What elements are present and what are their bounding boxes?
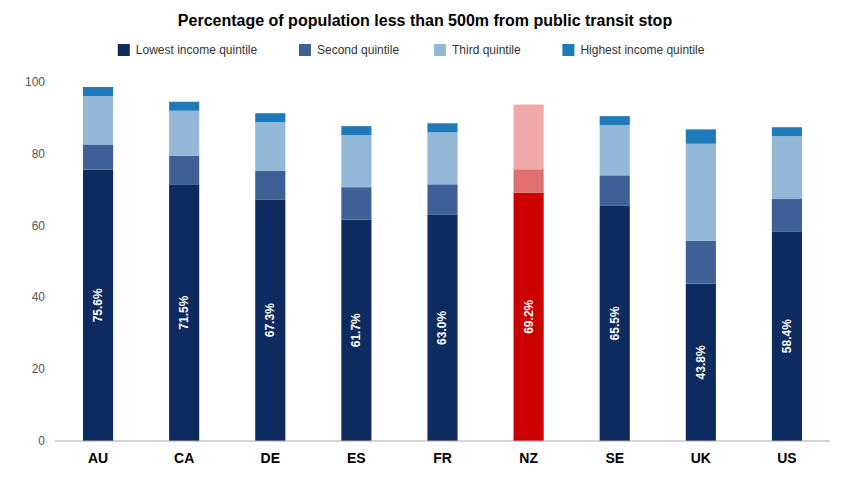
data-label: 75.6% xyxy=(91,288,105,322)
data-label: 58.4% xyxy=(780,319,794,353)
bar-segment xyxy=(772,127,802,136)
legend-swatch xyxy=(562,44,574,56)
bar-segment xyxy=(341,126,371,135)
bar-segment xyxy=(83,87,113,96)
data-label: 71.5% xyxy=(177,295,191,329)
bar-segment xyxy=(83,96,113,144)
x-tick-label: ES xyxy=(347,450,366,466)
x-tick-label: CA xyxy=(174,450,194,466)
legend-label: Second quintile xyxy=(317,43,399,57)
x-tick-label: AU xyxy=(88,450,108,466)
legend-label: Highest income quintile xyxy=(580,43,704,57)
bar-segment xyxy=(772,199,802,231)
y-tick-label: 40 xyxy=(32,290,46,304)
chart: Percentage of population less than 500m … xyxy=(0,0,850,483)
bar-segment xyxy=(427,215,457,441)
bar-segment xyxy=(341,187,371,219)
bar-segment xyxy=(514,105,544,119)
bar-segment xyxy=(686,129,716,143)
bar-segment xyxy=(427,184,457,215)
data-label: 43.8% xyxy=(694,345,708,379)
bar-segment xyxy=(255,122,285,170)
x-tick-label: UK xyxy=(691,450,711,466)
bar-segment xyxy=(255,171,285,200)
x-tick-label: FR xyxy=(433,450,452,466)
x-tick-label: NZ xyxy=(519,450,538,466)
legend-label: Lowest income quintile xyxy=(136,43,258,57)
y-tick-label: 60 xyxy=(32,219,46,233)
bar-segment xyxy=(686,284,716,441)
bar-segment xyxy=(83,170,113,441)
bar-segment xyxy=(341,219,371,441)
x-tick-label: SE xyxy=(605,450,624,466)
y-axis: 0 20 40 60 80 100 xyxy=(25,75,45,448)
legend-label: Third quintile xyxy=(452,43,521,57)
bar-segment xyxy=(514,169,544,192)
legend-swatch xyxy=(299,44,311,56)
legend-swatch xyxy=(118,44,130,56)
y-tick-label: 0 xyxy=(38,434,45,448)
bar-segment xyxy=(169,184,199,441)
bar-segment xyxy=(169,102,199,111)
bars xyxy=(83,87,802,441)
x-tick-label: US xyxy=(777,450,796,466)
y-tick-label: 20 xyxy=(32,362,46,376)
bar-segment xyxy=(686,144,716,241)
x-axis-line xyxy=(55,441,830,442)
x-axis: AU CA DE ES FR NZ SE UK US xyxy=(55,441,830,466)
bar-segment xyxy=(600,125,630,175)
data-label: 69.2% xyxy=(522,299,536,333)
bar-segment xyxy=(427,132,457,184)
y-tick-label: 80 xyxy=(32,147,46,161)
data-label: 65.5% xyxy=(608,306,622,340)
bar-segment xyxy=(600,116,630,125)
bar-segment xyxy=(169,156,199,185)
x-tick-label: DE xyxy=(261,450,280,466)
bar-segment xyxy=(255,199,285,441)
title: Percentage of population less than 500m … xyxy=(178,12,673,29)
data-labels: 75.6% 71.5% 67.3% 61.7% 63.0% 69.2% 65.5% 43.8%… xyxy=(91,288,794,379)
y-tick-label: 100 xyxy=(25,75,45,89)
data-label: 61.7% xyxy=(349,313,363,347)
data-label: 67.3% xyxy=(263,303,277,337)
bar-segment xyxy=(83,144,113,169)
bar-segment xyxy=(600,206,630,441)
bar-segment xyxy=(772,136,802,199)
bar-segment xyxy=(600,175,630,206)
bar-segment xyxy=(514,193,544,441)
bar-segment xyxy=(341,135,371,187)
bar-segment xyxy=(514,119,544,169)
bar-segment xyxy=(427,123,457,132)
legend-swatch xyxy=(434,44,446,56)
bar-segment xyxy=(255,113,285,122)
bar-segment xyxy=(772,231,802,441)
data-label: 63.0% xyxy=(436,311,450,345)
bar-segment xyxy=(686,241,716,284)
legend: Lowest income quintile Second quintile Thi… xyxy=(118,43,705,57)
bar-segment xyxy=(169,111,199,156)
